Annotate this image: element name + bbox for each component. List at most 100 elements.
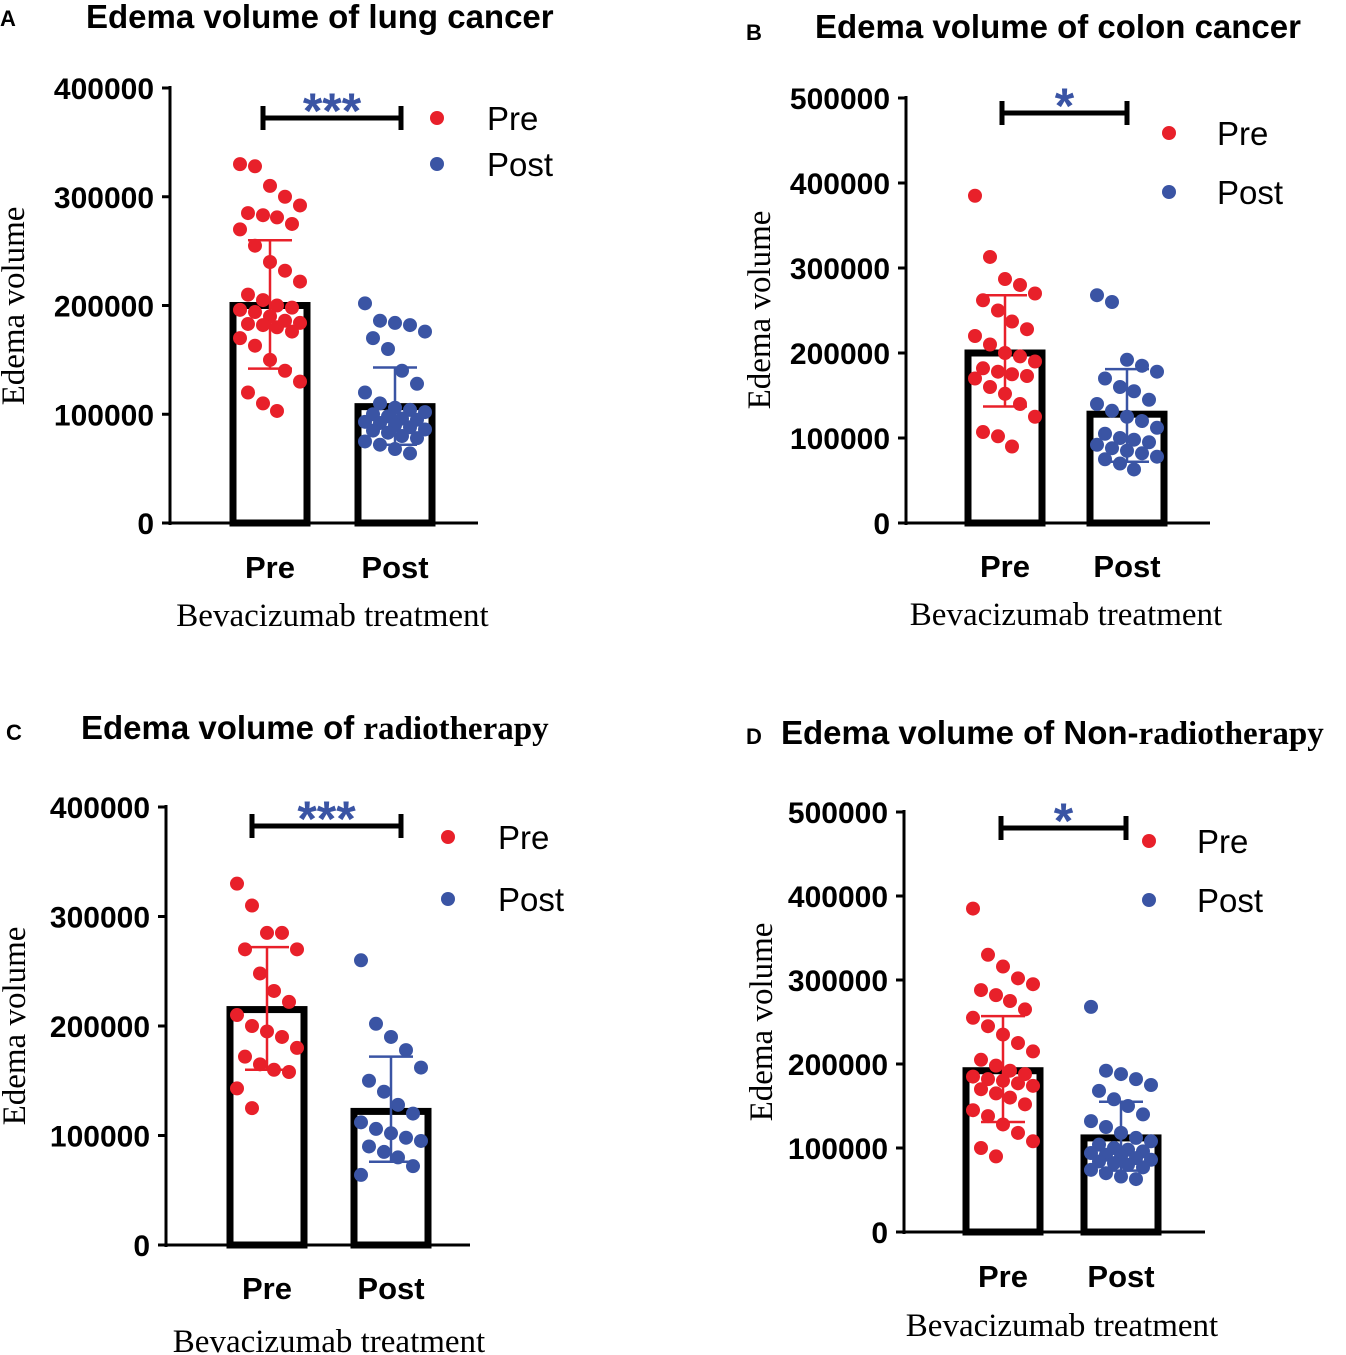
data-point-pre bbox=[256, 208, 270, 223]
data-point-pre bbox=[248, 159, 262, 174]
y-tick-label: 200000 bbox=[50, 1011, 150, 1044]
data-point-post bbox=[369, 1121, 383, 1136]
data-point-post bbox=[1127, 462, 1141, 477]
data-point-pre bbox=[1003, 1063, 1017, 1078]
legend-marker-post bbox=[441, 892, 455, 906]
data-point-pre bbox=[1026, 1044, 1040, 1059]
legend-marker-pre bbox=[1162, 126, 1176, 140]
data-point-post bbox=[403, 318, 417, 333]
x-tick-label-post: Post bbox=[361, 550, 428, 585]
data-point-pre bbox=[1026, 1134, 1040, 1149]
error-bar-pre bbox=[983, 293, 1027, 408]
data-point-post bbox=[391, 1097, 405, 1112]
data-point-post bbox=[358, 296, 372, 311]
significance-label: *** bbox=[297, 791, 356, 847]
x-tick-label-post: Post bbox=[357, 1271, 424, 1306]
data-point-pre bbox=[241, 206, 255, 221]
data-point-post bbox=[1090, 397, 1104, 411]
x-tick-label-pre: Pre bbox=[245, 550, 295, 585]
data-point-post bbox=[395, 429, 409, 443]
data-point-pre bbox=[991, 364, 1005, 379]
data-point-pre bbox=[1028, 286, 1042, 301]
data-point-pre bbox=[278, 363, 292, 378]
data-point-pre bbox=[968, 188, 982, 203]
legend-label-pre: Pre bbox=[498, 819, 549, 856]
panel-letter: A bbox=[0, 6, 16, 31]
data-point-post bbox=[373, 313, 387, 328]
chart-title-part: radiotherapy bbox=[363, 711, 549, 747]
data-point-pre bbox=[1020, 368, 1034, 383]
data-point-post bbox=[1114, 1169, 1128, 1184]
legend-marker-pre bbox=[1142, 834, 1156, 848]
data-point-pre bbox=[991, 303, 1005, 318]
x-axis-label: Bevacizumab treatment bbox=[906, 1308, 1218, 1344]
data-point-pre bbox=[248, 238, 262, 253]
data-point-pre bbox=[233, 157, 247, 172]
significance-label: *** bbox=[303, 83, 362, 139]
error-bar-post bbox=[1099, 1100, 1143, 1172]
y-tick-label: 400000 bbox=[50, 792, 150, 825]
data-point-post bbox=[1135, 414, 1149, 428]
data-point-pre bbox=[270, 320, 284, 335]
significance-bracket bbox=[260, 106, 404, 130]
significance-bracket bbox=[998, 816, 1129, 840]
data-point-post bbox=[1084, 1162, 1098, 1177]
data-point-post bbox=[1127, 384, 1141, 399]
data-point-pre bbox=[989, 1149, 1003, 1164]
chart-title-part: Edema volume of bbox=[81, 709, 363, 746]
data-point-post bbox=[410, 431, 424, 446]
data-point-post bbox=[1121, 1157, 1135, 1172]
data-point-pre bbox=[275, 925, 289, 940]
chart-panel-a: A Edema volume of lung cancer 0 100000 20000… bbox=[0, 0, 554, 634]
chart-title: Edema volume of Non-radiotherapy bbox=[781, 714, 1324, 752]
data-point-pre bbox=[256, 318, 270, 333]
legend-marker-post bbox=[1162, 185, 1176, 199]
y-tick-label: 200000 bbox=[790, 338, 890, 371]
y-tick-label: 300000 bbox=[54, 182, 154, 215]
data-point-post bbox=[1099, 1166, 1113, 1181]
data-point-post bbox=[354, 1167, 368, 1182]
data-point-post bbox=[399, 1043, 413, 1058]
data-point-pre bbox=[275, 1029, 289, 1044]
data-point-post bbox=[410, 376, 424, 391]
data-point-post bbox=[1107, 1156, 1121, 1171]
data-point-post bbox=[1136, 1107, 1150, 1122]
chart-title: Edema volume of radiotherapy bbox=[81, 709, 549, 747]
data-point-post bbox=[1113, 431, 1127, 445]
data-point-post bbox=[1114, 1067, 1128, 1082]
chart-title-part: Edema volume of colon cancer bbox=[815, 8, 1301, 45]
y-tick-label: 0 bbox=[873, 508, 890, 541]
data-point-post bbox=[358, 385, 372, 400]
x-tick-label-post: Post bbox=[1087, 1259, 1154, 1294]
data-point-pre bbox=[998, 272, 1012, 287]
legend-label-pre: Pre bbox=[1217, 115, 1268, 152]
data-point-pre bbox=[253, 1057, 267, 1072]
data-point-pre bbox=[256, 293, 270, 308]
data-point-pre bbox=[241, 316, 255, 331]
data-point-pre bbox=[282, 1064, 296, 1079]
data-point-post bbox=[1150, 364, 1164, 379]
data-point-post bbox=[1090, 288, 1104, 303]
panel-letter: B bbox=[746, 20, 762, 45]
chart-title-part: Edema volume of Non- bbox=[781, 714, 1139, 751]
data-point-pre bbox=[270, 210, 284, 225]
chart-panel-c: C Edema volume of radiotherapy 0 100000 2000… bbox=[0, 709, 564, 1355]
data-point-pre bbox=[1005, 439, 1019, 454]
significance-bracket bbox=[999, 101, 1130, 125]
data-point-pre bbox=[230, 876, 244, 891]
error-bar-post bbox=[373, 366, 417, 446]
data-point-pre bbox=[1026, 977, 1040, 992]
data-point-post bbox=[1098, 452, 1112, 467]
data-point-pre bbox=[996, 959, 1010, 974]
data-point-pre bbox=[1005, 367, 1019, 382]
data-point-pre bbox=[260, 925, 274, 940]
data-point-pre bbox=[966, 1103, 980, 1118]
data-point-post bbox=[1098, 426, 1112, 441]
data-point-post bbox=[377, 1144, 391, 1159]
data-point-pre bbox=[974, 1052, 988, 1067]
data-point-post bbox=[354, 953, 368, 968]
data-point-post bbox=[1113, 456, 1127, 471]
data-point-pre bbox=[290, 1040, 304, 1055]
data-point-post bbox=[354, 1115, 368, 1130]
